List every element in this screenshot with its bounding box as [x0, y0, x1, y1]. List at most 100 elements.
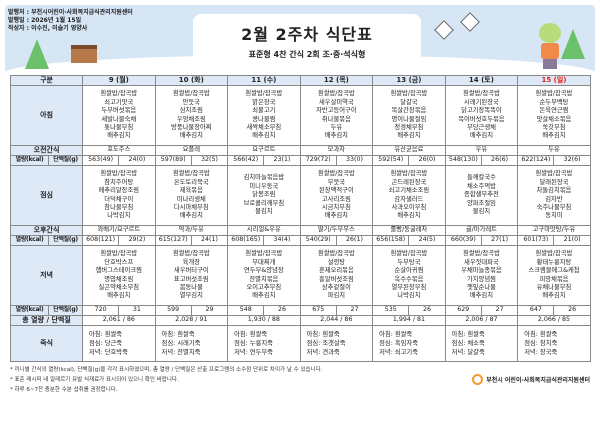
menu-item: 흰쌀밥/잡곡밥 [462, 250, 500, 258]
menu-item: 숙주나물무침 [536, 203, 572, 211]
menu-item: 육개장 [182, 258, 200, 266]
kcal-label: 열량(kcal) [10, 235, 49, 246]
porridge-item: 점심: 누룽지죽 [234, 340, 273, 347]
porridge-item: 점심: 시래기죽 [161, 340, 201, 347]
menu-item: 흰쌀밥/잡곡밥 [172, 170, 210, 178]
kcal-value: 615(127) [154, 235, 192, 246]
menu-item: 배추김치 [397, 132, 421, 140]
total-row: 총 열량 / 단백질 2,061 / 86 2,028 / 91 1,930 / 88… [9, 315, 591, 326]
protein-value: 29 [190, 305, 229, 316]
menu-item: 연두부&양념장 [244, 267, 284, 275]
protein-value: 26 [408, 305, 446, 316]
kcal-value: 548 [227, 305, 265, 316]
lunch-menu: 흰쌀밥/잡곡밥 달래된장국 차돌김치볶음 김자반 숙주나물무침 동치미 [517, 165, 591, 226]
porridge-item: 점심: 당근죽 [89, 340, 123, 347]
porridge-item: 아침: 흰쌀죽 [89, 331, 123, 338]
porridge-item: 아침: 흰쌀죽 [451, 331, 485, 338]
menu-item: 순두부백탕 [539, 98, 569, 106]
menu-item: 제육볶음 [179, 187, 203, 195]
kcal-value: 563(49) [82, 155, 120, 166]
menu-item: 청경채무침 [394, 123, 424, 131]
lunch-row: 점심 흰쌀밥/잡곡밥 참치주어탕 메추리알장조림 더덕채구이 참나물무침 나박김치 흰쌀밥/잡… [9, 165, 591, 226]
breakfast-menu: 흰쌀밥/잡곡밥 만둣국 삼치조림 우엉채조림 방풍나물장아찌 배추김치 [154, 85, 229, 146]
breakfast-label: 아침 [9, 85, 84, 146]
kcal-label: 열량(kcal) [10, 305, 49, 316]
menu-item: 무당근생채 [466, 123, 496, 131]
am-snack-row: 오전간식 포도주스 요플레 요구르트 모과차 유산균음료 우유 두유 [9, 145, 591, 156]
menu-item: 감자샐러드 [394, 195, 424, 203]
content: 구분 9 (월) 10 (화) 11 (수) 12 (목) 13 (금) 14 (토) 15 … [9, 75, 591, 395]
dinner-row: 저녁 흰쌀밥/잡곡밥 단호박스프 햄버그스테이크찜 명엽채조림 실곤약채소무침 배추김치 흰쌀… [9, 245, 591, 306]
kcal-value: 647 [517, 305, 555, 316]
menu-item: 열무된장무침 [391, 283, 427, 291]
protein-value: 27 [335, 305, 374, 316]
menu-item: 방풍나물장아찌 [171, 123, 212, 131]
protein-value: 24(5) [408, 235, 446, 246]
day-header: 14 (토) [444, 75, 519, 86]
kcal-value: 592(54) [372, 155, 410, 166]
header-label: 구분 [9, 75, 84, 86]
porridge-item: 저녁: 견과죽 [306, 349, 340, 356]
menu-item: 배추김치 [107, 132, 131, 140]
protein-value: 24(0) [118, 155, 156, 166]
menu-item: 배추김치 [324, 212, 348, 220]
menu-item: 나박김치 [107, 212, 131, 220]
menu-item: 목이버섯호두볶음 [458, 115, 505, 123]
protein-value: 31 [118, 305, 156, 316]
porridge-menu: 아침: 흰쌀죽 점심: 당근죽 저녁: 단호박죽 [82, 325, 156, 362]
menu-item: 목살간장볶음 [391, 107, 427, 115]
dinner-menu: 흰쌀밥/잡곡밥 설렁탕 훈제오리볶음 흥알버섯조림 상추겉절이 파김치 [299, 245, 374, 306]
menu-item: 순살아귀찜 [394, 267, 424, 275]
menu-item: 배추김치 [542, 292, 566, 300]
menu-item: 유채나물무침 [536, 283, 572, 291]
menu-item: 가지양념찜 [466, 275, 496, 283]
protein-value: 26(0) [408, 155, 446, 166]
menu-item: 배추김치 [107, 292, 131, 300]
porridge-item: 저녁: 달걀죽 [451, 349, 485, 356]
day-header: 10 (화) [154, 75, 229, 86]
menu-item: 흥알버섯조림 [318, 275, 354, 283]
menu-item: 단호박스프 [104, 258, 134, 266]
page-subtitle: 표준형 4찬 간식 2회 조·중·석식형 [248, 50, 366, 59]
porridge-menu: 아침: 흰쌀죽 점심: 조갯살죽 저녁: 견과죽 [299, 325, 374, 362]
kcal-value: 540(29) [299, 235, 337, 246]
porridge-item: 저녁: 쇠고기죽 [379, 349, 419, 356]
menu-item: 새우젓대파국 [464, 258, 499, 266]
lunch-menu: 흰쌀밥/잡곡밥 참치주어탕 메추리알장조림 더덕채구이 참나물무침 나박김치 [82, 165, 156, 226]
menu-item: 배추김치 [179, 212, 203, 220]
menu-item: 흰쌀밥/잡곡밥 [535, 250, 573, 258]
kcal-label: 열량(kcal) [10, 155, 49, 166]
protein-value: 23(1) [263, 155, 301, 166]
protein-value: 32(5) [190, 155, 229, 166]
menu-item: 흰쌀밥/잡곡밥 [317, 170, 355, 178]
pm-snack-item: 롤빵/둥굴레차 [372, 225, 446, 236]
menu-item: 배추김치 [324, 132, 348, 140]
porridge-item: 저녁: 연두부죽 [234, 349, 273, 356]
menu-item: 흰쌀밥/잡곡밥 [245, 250, 283, 258]
kcal-value: 656(158) [372, 235, 410, 246]
note: * 표준 레시피 내 알레르기 유발 식재료가 표시되어 있으니 확인 바랍니다… [10, 377, 179, 383]
menu-item: 흰쌀밥/잡곡밥 [245, 90, 283, 98]
menu-item: 배추김치 [397, 212, 421, 220]
menu-item: 흰쌀밥/잡곡밥 [390, 170, 428, 178]
menu-item: 곤드레된장국 [391, 178, 427, 186]
porridge-menu: 아침: 흰쌀죽 점심: 참치죽 저녁: 장국죽 [517, 325, 591, 362]
menu-item: 흰쌀밥/잡곡밥 [535, 170, 573, 178]
protein-value: 26(6) [480, 155, 519, 166]
protein-label: 단백질(g) [47, 305, 84, 316]
porridge-item: 아침: 흰쌀죽 [234, 331, 268, 338]
total-item: 2,044 / 86 [299, 315, 374, 326]
house-icon [71, 45, 97, 63]
breakfast-nutrition-row: 열량(kcal) 단백질(g) 563(49) 24(0) 597(89) 32(5) 56… [10, 155, 591, 166]
am-snack-item: 포도주스 [82, 145, 156, 156]
menu-item: 된장맥적구이 [318, 187, 354, 195]
pm-snack-item: 꽈배기/요구르트 [82, 225, 156, 236]
porridge-menu: 아침: 흰쌀죽 점심: 채소죽 저녁: 달걀죽 [444, 325, 519, 362]
author: 작성자 : 이수진, 이슬기 영양사 [8, 25, 88, 32]
menu-item: 물김치 [472, 208, 491, 216]
menu-item: 새싹채소무침 [246, 123, 282, 131]
protein-value: 21(0) [553, 235, 591, 246]
protein-value: 33(0) [335, 155, 374, 166]
menu-item: 닭고기장똑똑이 [461, 107, 502, 115]
menu-item: 고사리조림 [321, 195, 351, 203]
